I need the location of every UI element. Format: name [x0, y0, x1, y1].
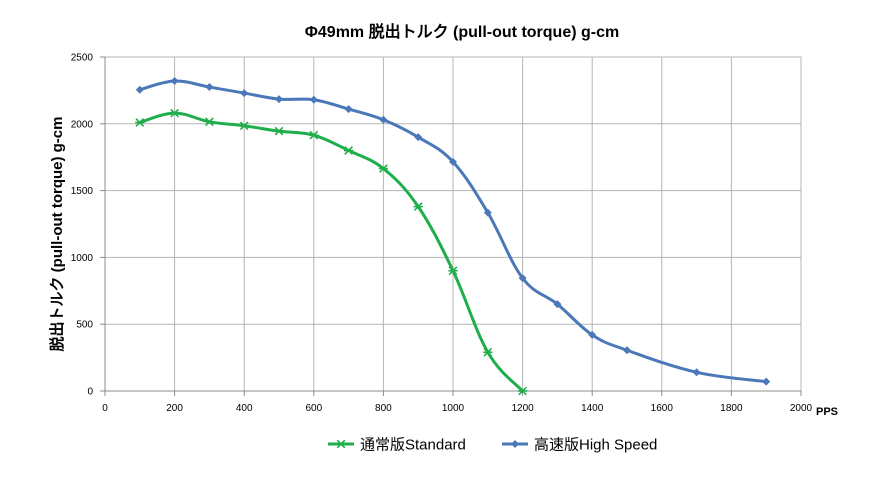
data-point [449, 157, 457, 166]
x-tick-label: 800 [375, 403, 392, 414]
x-tick-label: 2000 [790, 403, 813, 414]
x-tick-label: 600 [305, 403, 322, 414]
data-point [170, 77, 179, 86]
data-point [170, 108, 180, 118]
series-line [138, 111, 525, 393]
x-tick-labels: 0 200 400 600 800 1000 1200 1400 1600 1800 2000 [102, 403, 812, 414]
chart-title: Φ49mm 脱出トルク (pull-out torque) g-cm [305, 22, 619, 41]
data-point [588, 330, 597, 339]
data-point [274, 126, 284, 136]
y-tick-labels: 0 500 1000 1500 2000 2500 [71, 53, 94, 398]
data-point [483, 347, 493, 357]
axes [100, 56, 802, 396]
y-axis-label: 脱出トルク (pull-out torque) g-cm [48, 117, 66, 352]
data-point [205, 83, 214, 92]
data-point [135, 118, 145, 127]
x-tick-label: 0 [102, 403, 108, 414]
data-point [448, 266, 458, 276]
data-point [623, 346, 631, 355]
data-point [379, 115, 388, 124]
data-point [344, 105, 353, 114]
data-point [762, 377, 771, 386]
data-point [378, 164, 388, 173]
legend-item: 通常版Standard [328, 437, 466, 454]
data-point [483, 208, 492, 217]
legend-marker [336, 439, 346, 449]
legend: 通常版Standard 高速版High Speed [328, 437, 657, 454]
data-point [413, 202, 423, 211]
x-tick-label: 1200 [511, 403, 534, 414]
x-tick-label: 1800 [720, 403, 743, 414]
data-point [309, 130, 319, 140]
x-tick-label: 1400 [581, 403, 604, 414]
series-1 [135, 108, 528, 396]
data-point [518, 386, 528, 396]
legend-item: 高速版High Speed [502, 437, 657, 454]
data-point [204, 117, 214, 127]
x-axis-unit-label: PPS [816, 406, 838, 418]
data-point [135, 85, 144, 94]
y-tick-label: 0 [87, 387, 93, 398]
data-point [240, 89, 249, 98]
data-point [518, 274, 527, 283]
data-point [309, 95, 318, 104]
data-point [414, 133, 423, 142]
x-tick-label: 1000 [442, 403, 465, 414]
legend-marker [511, 440, 519, 448]
data-point [692, 368, 701, 377]
legend-label: 通常版Standard [360, 437, 466, 454]
data-point [275, 95, 283, 104]
y-tick-label: 500 [76, 320, 93, 331]
grid-lines [105, 56, 802, 391]
y-tick-label: 1500 [71, 186, 94, 197]
data-series [135, 77, 771, 396]
legend-label: 高速版High Speed [534, 437, 657, 454]
data-point [239, 121, 249, 131]
y-tick-label: 2000 [71, 119, 94, 130]
data-point [344, 146, 354, 155]
y-tick-label: 2500 [71, 53, 94, 64]
x-tick-label: 200 [166, 403, 183, 414]
x-tick-label: 400 [236, 403, 253, 414]
data-point [553, 300, 562, 309]
x-tick-label: 1600 [651, 403, 674, 414]
y-tick-label: 1000 [71, 253, 94, 264]
series-2 [135, 77, 771, 386]
